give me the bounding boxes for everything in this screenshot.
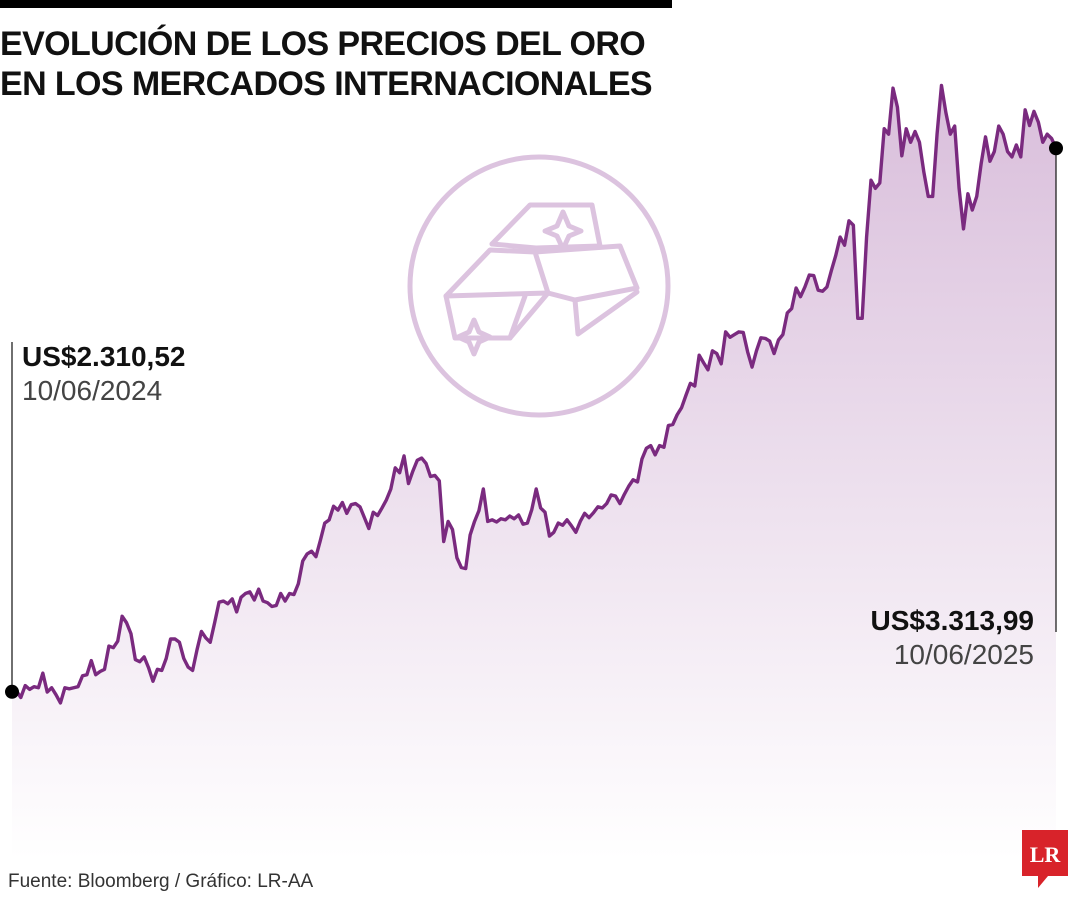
icon-sparkle-2 <box>455 317 493 357</box>
gold-bars-icon <box>407 154 671 418</box>
end-point <box>1049 141 1063 156</box>
lr-logo: LR <box>1022 830 1068 888</box>
icon-sparkle-1 <box>542 209 584 252</box>
icon-left-bar-side <box>507 290 551 341</box>
end-value: US$3.313,99 <box>870 605 1034 636</box>
start-annotation: US$2.310,52 10/06/2024 <box>22 340 185 408</box>
title-line-1: EVOLUCIÓN DE LOS PRECIOS DEL ORO <box>0 25 646 63</box>
lr-logo-shape <box>1022 830 1068 888</box>
page-title: EVOLUCIÓN DE LOS PRECIOS DEL ORO EN LOS … <box>0 24 700 104</box>
end-annotation: US$3.313,99 10/06/2025 <box>871 604 1034 672</box>
start-date: 10/06/2024 <box>22 375 163 406</box>
icon-right-bar-front <box>572 289 640 337</box>
icon-left-bar-top <box>443 247 551 299</box>
price-area <box>12 85 1056 861</box>
title-line-2: EN LOS MERCADOS INTERNACIONALES <box>0 65 653 103</box>
top-rule <box>0 0 672 8</box>
start-point <box>5 684 19 699</box>
icon-right-bar-top <box>532 243 640 303</box>
icon-circle <box>407 154 671 418</box>
start-value: US$2.310,52 <box>22 341 186 372</box>
source-note: Fuente: Bloomberg / Gráfico: LR-AA <box>8 871 314 892</box>
price-line <box>10 83 1058 705</box>
icon-top-bar-back <box>489 202 603 249</box>
end-date: 10/06/2025 <box>893 639 1034 670</box>
lr-logo-text: LR <box>1030 842 1062 867</box>
